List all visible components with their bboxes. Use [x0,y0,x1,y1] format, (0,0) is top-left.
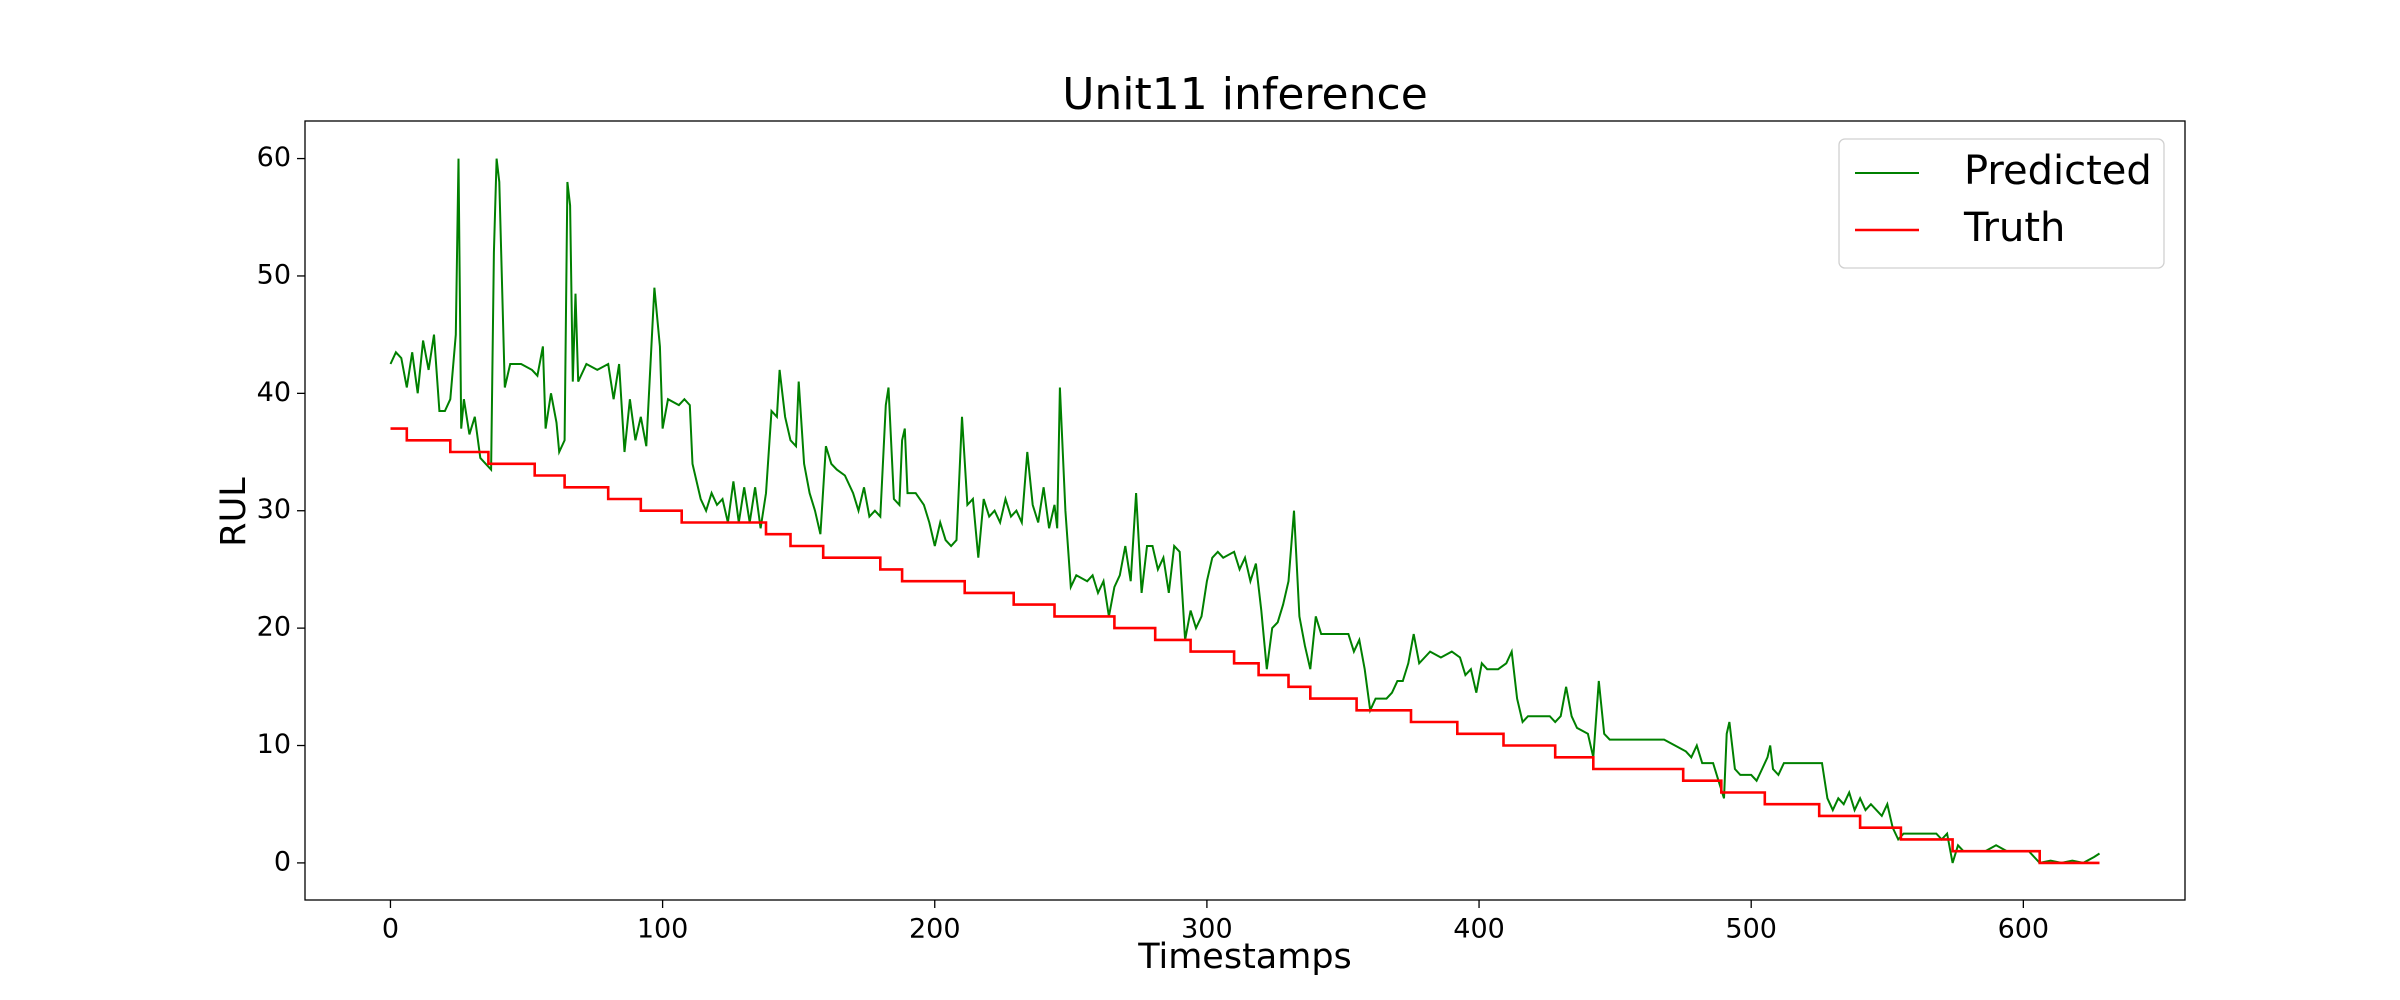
y-tick-label: 60 [257,142,291,173]
x-tick-label: 600 [1998,914,2050,945]
series-line [389,158,2101,864]
series-line [390,427,2100,865]
x-tick-label: 0 [382,914,399,945]
y-tick-label: 0 [274,846,291,877]
x-tick-label: 500 [1725,914,1777,945]
chart-title: Unit11 inference [1062,69,1428,120]
x-tick-label: 400 [1453,914,1505,945]
y-tick-label: 50 [257,259,291,290]
x-tick-label: 100 [637,914,689,945]
y-tick-label: 40 [257,377,291,408]
legend-label: Predicted [1964,148,2152,194]
plot-frame [304,120,2186,901]
y-axis-label: RUL [214,477,254,547]
x-axis-label: Timestamps [1137,937,1352,977]
y-tick-label: 10 [257,729,291,760]
x-tick-label: 200 [909,914,961,945]
legend-box [1838,138,2165,269]
x-tick-label: 300 [1181,914,1233,945]
y-tick-label: 30 [257,494,291,525]
legend-label: Truth [1963,205,2065,251]
y-tick-label: 20 [257,612,291,643]
